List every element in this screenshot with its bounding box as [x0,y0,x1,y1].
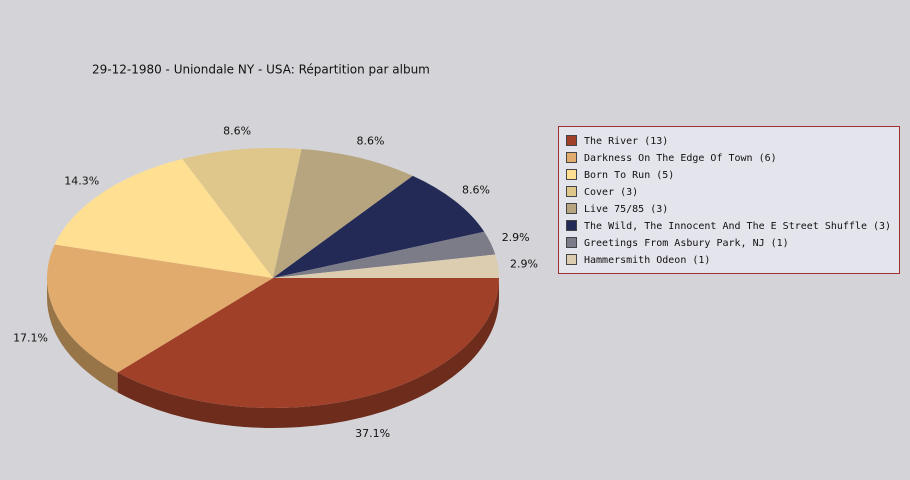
pie-slice [54,158,274,278]
legend-swatch [566,169,577,180]
value-label: 2.9% [502,231,530,244]
value-label: 8.6% [356,135,384,148]
value-label: 8.6% [223,125,251,138]
value-label: 14.3% [64,175,99,188]
legend-label: The River (13) [584,136,668,147]
legend-swatch [566,254,577,265]
pie-slice [273,254,499,278]
pie-slice [46,244,273,373]
pie-slice [117,278,499,409]
value-label: 8.6% [462,183,490,196]
legend-label: Born To Run (5) [584,170,674,181]
legend-swatch [566,152,577,163]
value-label: 17.1% [13,331,48,344]
slice-side [47,278,118,393]
slice-side [117,278,499,428]
legend-swatch [566,203,577,214]
pie-slice [182,148,302,278]
legend-swatch [566,237,577,248]
legend-label: Hammersmith Odeon (1) [584,255,710,266]
legend-label: The Wild, The Innocent And The E Street … [584,221,891,232]
value-label: 37.1% [355,427,390,440]
legend-label: Live 75/85 (3) [584,204,668,215]
legend-label: Cover (3) [584,187,638,198]
legend-swatch [566,186,577,197]
legend-swatch [566,135,577,146]
legend-label: Greetings From Asbury Park, NJ (1) [584,238,789,249]
pie-slice [273,149,413,278]
legend-label: Darkness On The Edge Of Town (6) [584,153,777,164]
pie-slice [273,175,485,278]
value-label: 2.9% [510,258,538,271]
chart-title: 29-12-1980 - Uniondale NY - USA: Réparti… [92,63,430,77]
legend [558,126,900,274]
legend-swatch [566,220,577,231]
pie-slice [273,231,496,278]
